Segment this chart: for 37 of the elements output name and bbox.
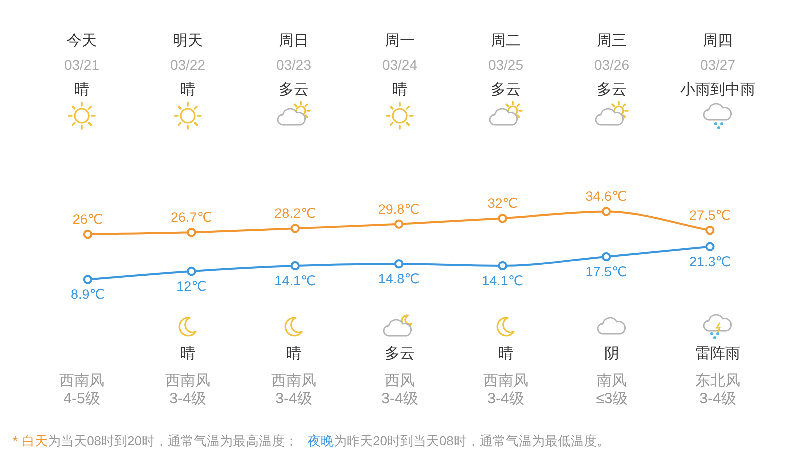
annotation: 03/23 — [276, 57, 312, 73]
annotation: 阴 — [604, 346, 620, 362]
annotation: 3-4级 — [170, 390, 206, 408]
annotation: 晴 — [74, 82, 90, 98]
annotation: 03/25 — [488, 57, 524, 73]
annotation: 为当天08时到20时，通常气温为最高温度； — [48, 434, 298, 448]
annotation: 多云 — [597, 82, 627, 98]
annotation: 03/27 — [700, 57, 736, 73]
annotation: 雷阵雨 — [696, 346, 740, 362]
annotation: 4-5级 — [64, 390, 100, 408]
annotation: 3-4级 — [276, 390, 312, 408]
annotation: 03/22 — [170, 57, 206, 73]
annotation: 3-4级 — [488, 390, 524, 408]
annotation: 晴 — [392, 82, 408, 98]
annotation: 西风 — [385, 372, 415, 390]
annotation: 为昨天20时到当天08时，通常气温为最低温度。 — [334, 434, 610, 448]
annotation: 3-4级 — [382, 390, 418, 408]
annotation: ≤3级 — [596, 390, 628, 408]
annotation: 东北风 — [696, 372, 740, 390]
annotation: 多云 — [279, 82, 309, 98]
annotation: 晴 — [180, 346, 196, 362]
annotation: 西南风 — [272, 372, 316, 390]
annotation: 南风 — [597, 372, 627, 390]
annotation: 03/21 — [64, 57, 100, 73]
annotation: 晴 — [180, 82, 196, 98]
annotation: 多云 — [491, 82, 521, 98]
annotation: 3-4级 — [700, 390, 736, 408]
annotation: 多云 — [385, 346, 415, 362]
annotation: 晴 — [286, 346, 302, 362]
annotation: 西南风 — [60, 372, 104, 390]
annotation: * — [13, 434, 18, 448]
annotation: 晴 — [498, 346, 514, 362]
annotation: 03/26 — [594, 57, 630, 73]
annotation: 03/24 — [382, 57, 418, 73]
annotation: 西南风 — [484, 372, 528, 390]
annotation: 西南风 — [166, 372, 210, 390]
annotation: 小雨到中雨 — [680, 82, 756, 98]
